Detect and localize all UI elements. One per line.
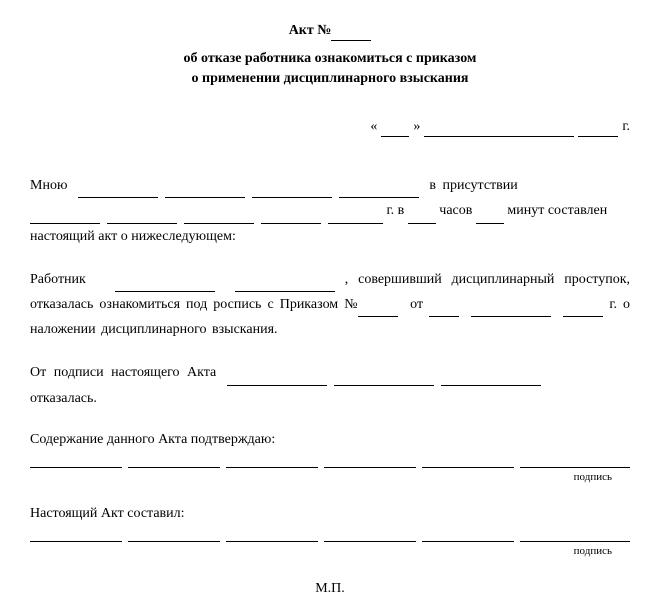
p2-date-d1[interactable] — [429, 303, 459, 317]
sig1-seg-1[interactable] — [30, 454, 122, 468]
act-number-blank[interactable] — [331, 27, 371, 41]
p1-blank-h[interactable] — [261, 210, 321, 224]
sig2-seg-5[interactable] — [422, 528, 514, 542]
paragraph-3: От подписи настоящего Акта отказалась. — [30, 360, 630, 410]
p1-t5: минут составлен — [507, 203, 607, 218]
p1-t4: часов — [439, 203, 472, 218]
date-year-blank[interactable] — [578, 116, 618, 137]
p3-blank-a[interactable] — [227, 372, 327, 386]
p3-t2: отказалась. — [30, 391, 97, 406]
p1-min-blank[interactable] — [476, 210, 504, 224]
p2-blank-b[interactable] — [235, 278, 335, 292]
date-row: « » г. — [30, 116, 630, 137]
p2-date-d2[interactable] — [471, 303, 551, 317]
p2-t5: г. о — [609, 297, 630, 312]
p2-t2: , совершивший дисциплинарный проступок, — [345, 272, 630, 287]
sig2-seg-4[interactable] — [324, 528, 416, 542]
p1-hours-blank[interactable] — [408, 210, 436, 224]
sig1-seg-3[interactable] — [226, 454, 318, 468]
sig2-caption: подпись — [30, 543, 630, 560]
p1-t6: настоящий акт о нижеследующем: — [30, 229, 236, 244]
p1-blank-e[interactable] — [30, 210, 100, 224]
paragraph-2: Работник , совершивший дисциплинарный пр… — [30, 267, 630, 343]
act-title-prefix: Акт № — [289, 23, 332, 38]
p3-blank-c[interactable] — [441, 372, 541, 386]
p3-blank-b[interactable] — [334, 372, 434, 386]
sig2-seg-6[interactable] — [520, 528, 630, 542]
p1-t1: Мною — [30, 178, 67, 193]
signature-block-1: Содержание данного Акта подтверждаю: под… — [30, 429, 630, 486]
p2-no-blank[interactable] — [358, 303, 398, 317]
sig1-caption: подпись — [30, 469, 630, 486]
p1-blank-d[interactable] — [339, 184, 419, 198]
p3-t1: От подписи настоящего Акта — [30, 365, 216, 380]
sig1-seg-4[interactable] — [324, 454, 416, 468]
subtitle-line-2: о применении дисциплинарного взыскания — [30, 69, 630, 89]
p1-blank-g[interactable] — [184, 210, 254, 224]
p2-t6: наложении дисциплинарного взыскания. — [30, 322, 278, 337]
p2-t4: от — [410, 297, 423, 312]
p2-date-d3[interactable] — [563, 303, 603, 317]
date-quote-open: « — [370, 116, 377, 137]
sig2-seg-1[interactable] — [30, 528, 122, 542]
sig2-seg-2[interactable] — [128, 528, 220, 542]
p1-blank-c[interactable] — [252, 184, 332, 198]
p2-t3: отказалась ознакомиться под роспись с Пр… — [30, 297, 358, 312]
date-month-blank[interactable] — [424, 116, 574, 137]
sig1-label: Содержание данного Акта подтверждаю: — [30, 429, 630, 450]
p1-t3: г. в — [387, 203, 405, 218]
subtitle-line-1: об отказе работника ознакомиться с прика… — [30, 49, 630, 69]
date-quote-close: » — [413, 116, 420, 137]
date-year-suffix: г. — [622, 116, 630, 137]
p1-blank-a[interactable] — [78, 184, 158, 198]
paragraph-1: Мною в присутствии г. в часов минут сост… — [30, 173, 630, 249]
sig1-seg-2[interactable] — [128, 454, 220, 468]
stamp-mp: М.П. — [30, 578, 630, 599]
sig2-seg-3[interactable] — [226, 528, 318, 542]
p2-t1: Работник — [30, 272, 86, 287]
p1-blank-b[interactable] — [165, 184, 245, 198]
p2-blank-a[interactable] — [115, 278, 215, 292]
sig1-seg-6[interactable] — [520, 454, 630, 468]
p1-blank-f[interactable] — [107, 210, 177, 224]
p1-t2: в присутствии — [429, 178, 517, 193]
sig1-seg-5[interactable] — [422, 454, 514, 468]
date-day-blank[interactable] — [381, 116, 409, 137]
p1-blank-i[interactable] — [328, 210, 383, 224]
signature-block-2: Настоящий Акт составил: подпись — [30, 503, 630, 560]
sig2-label: Настоящий Акт составил: — [30, 503, 630, 524]
